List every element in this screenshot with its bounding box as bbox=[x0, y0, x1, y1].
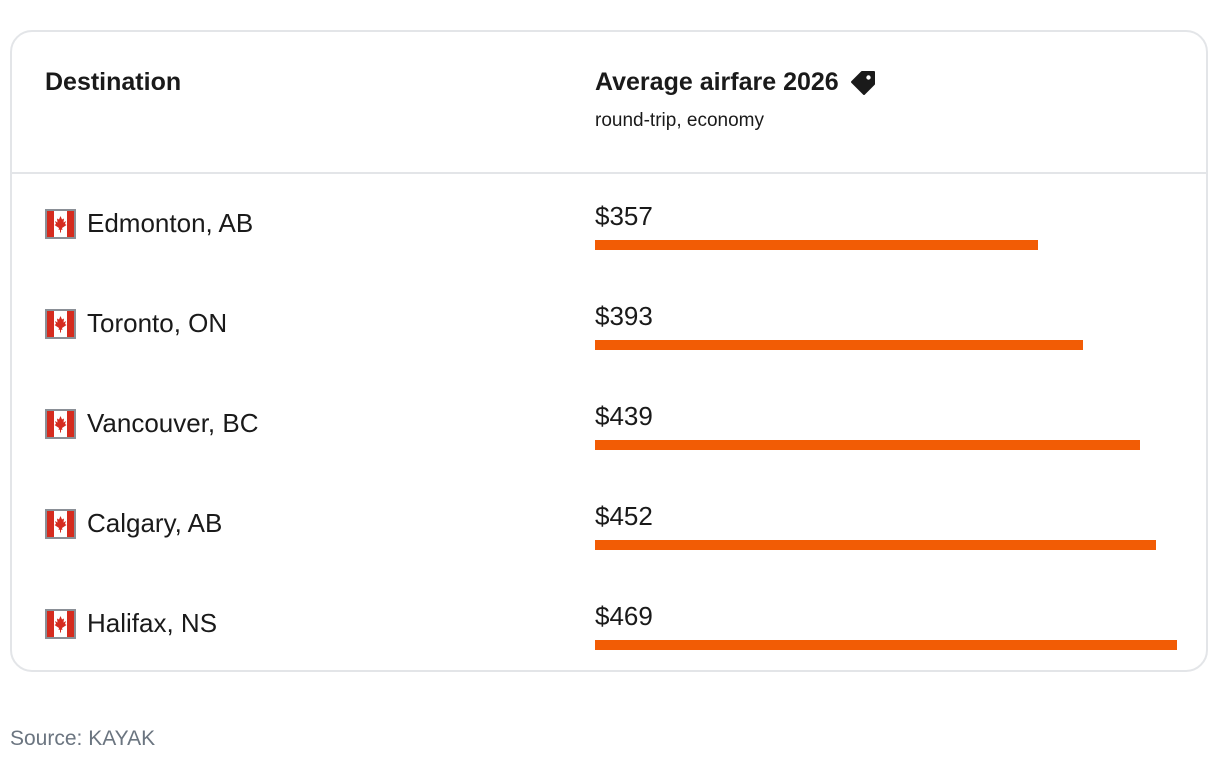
destination-name: Edmonton, AB bbox=[87, 208, 254, 238]
canada-flag-icon bbox=[45, 509, 76, 539]
price-label: $357 bbox=[595, 201, 653, 231]
table-header: Destination Average airfare 2026 round-t… bbox=[12, 32, 1206, 174]
fare-column-header: Average airfare 2026 bbox=[595, 68, 877, 97]
destination-name: Calgary, AB bbox=[87, 508, 223, 538]
price-tag-icon bbox=[849, 69, 877, 97]
table-row: Vancouver, BC $439 bbox=[12, 374, 1206, 474]
price-label: $452 bbox=[595, 501, 653, 531]
table-row: Edmonton, AB $357 bbox=[12, 174, 1206, 274]
table-row: Calgary, AB $452 bbox=[12, 474, 1206, 574]
destination-name: Toronto, ON bbox=[87, 308, 228, 338]
price-label: $393 bbox=[595, 301, 653, 331]
price-label: $439 bbox=[595, 401, 653, 431]
destination-column-header: Destination bbox=[45, 68, 182, 96]
canada-flag-icon bbox=[45, 309, 76, 339]
price-label: $469 bbox=[595, 601, 653, 631]
canada-flag-icon bbox=[45, 209, 76, 239]
source-note: Source: KAYAK bbox=[10, 727, 156, 750]
price-bar bbox=[595, 440, 1140, 450]
table-row: Halifax, NS $469 bbox=[12, 574, 1206, 670]
canada-flag-icon bbox=[45, 409, 76, 439]
table-row: Toronto, ON $393 bbox=[12, 274, 1206, 374]
airfare-table-card: Destination Average airfare 2026 round-t… bbox=[10, 30, 1208, 672]
fare-column-title: Average airfare 2026 bbox=[595, 68, 839, 96]
price-bar bbox=[595, 540, 1156, 550]
fare-column-subtitle: round-trip, economy bbox=[595, 110, 764, 131]
price-bar bbox=[595, 240, 1038, 250]
price-bar bbox=[595, 640, 1177, 650]
price-bar bbox=[595, 340, 1083, 350]
destination-name: Halifax, NS bbox=[87, 608, 218, 638]
destination-name: Vancouver, BC bbox=[87, 408, 259, 438]
canada-flag-icon bbox=[45, 609, 76, 639]
